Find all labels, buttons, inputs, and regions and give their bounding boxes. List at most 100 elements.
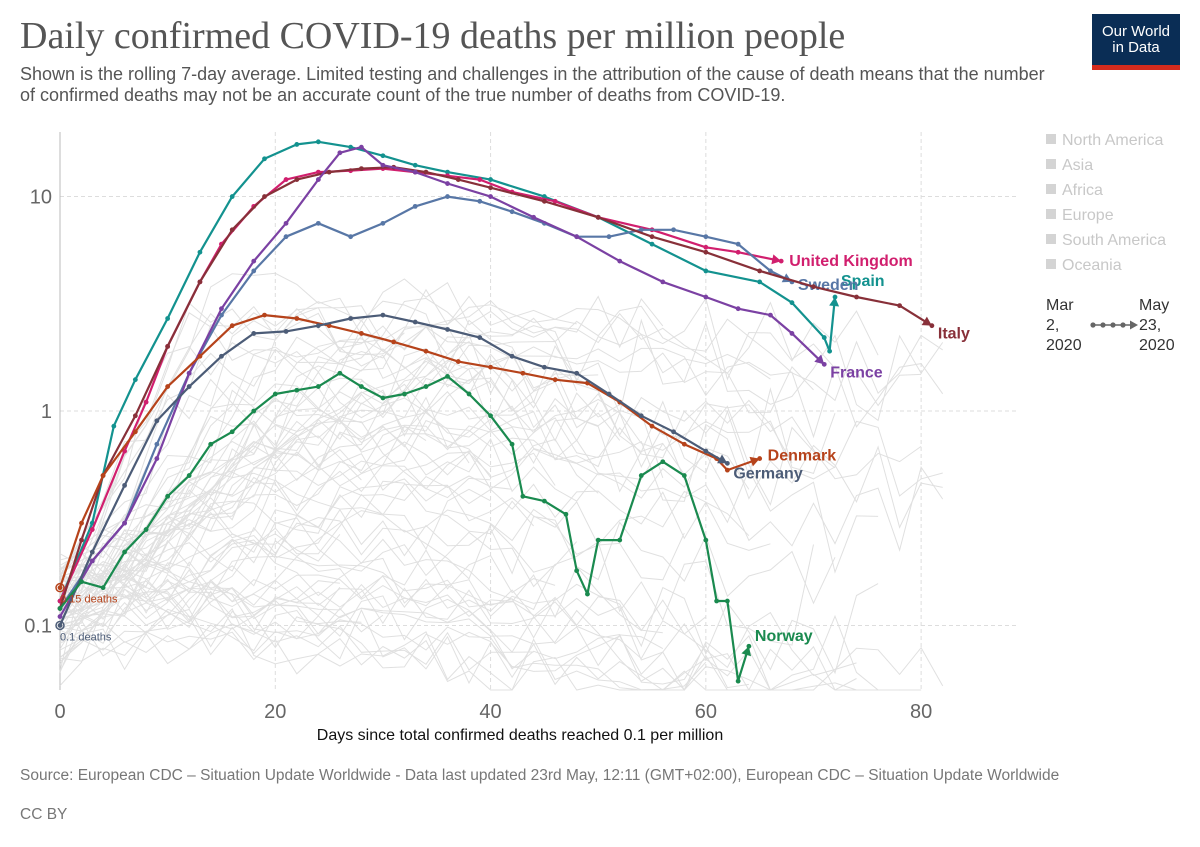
legend-label: North America	[1062, 132, 1164, 149]
legend-item-europe[interactable]: Europe	[1046, 207, 1114, 225]
data-point	[703, 244, 709, 250]
data-point	[229, 323, 235, 329]
data-point	[617, 258, 623, 264]
logo-line-2: in Data	[1112, 39, 1160, 56]
data-point	[477, 198, 483, 204]
legend-item-asia[interactable]: Asia	[1046, 157, 1093, 175]
data-point	[337, 150, 343, 156]
data-point	[768, 312, 773, 318]
background-country-line	[59, 591, 362, 628]
data-point	[768, 268, 773, 274]
legend-item-africa[interactable]: Africa	[1046, 182, 1103, 200]
legend-label: Europe	[1062, 207, 1114, 224]
data-point	[283, 329, 289, 334]
series-end-arrow	[921, 316, 932, 326]
data-point	[724, 598, 730, 604]
logo-line-1: Our World	[1101, 23, 1171, 40]
data-point	[100, 585, 106, 591]
background-country-line	[59, 415, 362, 673]
legend-item-oceania[interactable]: Oceania	[1046, 257, 1122, 275]
background-country-line	[59, 305, 384, 582]
data-point	[520, 370, 526, 376]
data-point	[315, 177, 321, 182]
timeline-arrow-icon[interactable]	[1088, 318, 1140, 332]
legend-swatch	[1046, 234, 1056, 244]
data-point	[455, 177, 461, 182]
data-point	[445, 181, 450, 186]
data-point	[552, 198, 558, 204]
data-point	[132, 413, 138, 419]
legend-swatch	[1046, 159, 1056, 169]
data-point	[574, 568, 580, 574]
data-point	[671, 227, 676, 233]
data-point	[272, 391, 278, 397]
series-line	[58, 314, 728, 626]
background-country-line	[59, 377, 922, 607]
data-point	[79, 520, 84, 526]
y-tick-label: 0.1	[24, 615, 52, 637]
data-point	[606, 391, 612, 397]
data-point	[143, 399, 149, 405]
data-point	[165, 384, 171, 389]
series-label: Germany	[733, 465, 802, 482]
background-country-line	[59, 595, 664, 671]
data-point	[79, 579, 84, 585]
data-point	[100, 473, 106, 478]
series-label: Sweden	[798, 277, 858, 294]
legend-item-south-america[interactable]: South America	[1046, 232, 1166, 250]
series-france: France	[57, 144, 883, 619]
data-point	[423, 169, 429, 175]
data-point	[585, 591, 590, 597]
data-point	[283, 177, 289, 182]
background-country-line	[59, 409, 470, 650]
data-point	[57, 614, 63, 619]
owid-logo[interactable]: Our World in Data	[1092, 14, 1180, 70]
data-point	[283, 234, 289, 240]
legend-swatch	[1046, 134, 1056, 144]
background-country-line	[59, 586, 749, 689]
series-label: Denmark	[768, 448, 837, 465]
data-point	[735, 241, 741, 247]
series-line	[59, 146, 825, 618]
data-point	[143, 527, 149, 532]
data-point	[186, 370, 192, 376]
background-country-line	[59, 608, 792, 691]
data-point	[122, 549, 127, 555]
data-point	[455, 359, 461, 364]
data-point	[649, 423, 655, 429]
data-point	[681, 473, 687, 478]
data-point	[703, 294, 709, 300]
data-point	[294, 142, 300, 147]
data-point	[229, 227, 235, 233]
data-point	[219, 312, 224, 318]
background-country-line	[59, 522, 556, 611]
background-country-line	[59, 508, 836, 627]
data-point	[412, 319, 418, 325]
data-point	[703, 268, 709, 274]
data-point	[660, 279, 666, 285]
data-point	[89, 527, 95, 532]
data-point	[197, 279, 203, 285]
data-point	[681, 441, 687, 447]
data-point	[122, 482, 127, 488]
legend-item-north-america[interactable]: North America	[1046, 132, 1163, 150]
data-point	[423, 348, 429, 354]
background-country-line	[59, 340, 578, 632]
data-point	[595, 537, 601, 543]
start-annotation: 0.15 deaths	[60, 594, 118, 606]
x-tick-label: 40	[479, 701, 501, 723]
data-point	[412, 162, 418, 168]
series-label: France	[830, 364, 883, 381]
background-country-line	[59, 348, 836, 602]
legend-label: Asia	[1062, 157, 1094, 174]
data-point	[595, 214, 601, 220]
data-point	[165, 344, 171, 349]
series-denmark: Denmark	[57, 312, 837, 591]
background-country-line	[59, 325, 771, 604]
data-point	[714, 598, 720, 604]
start-marker	[55, 582, 65, 593]
data-point	[649, 241, 655, 247]
series-label: Italy	[938, 326, 970, 343]
data-point	[208, 441, 214, 447]
data-point	[488, 177, 493, 182]
